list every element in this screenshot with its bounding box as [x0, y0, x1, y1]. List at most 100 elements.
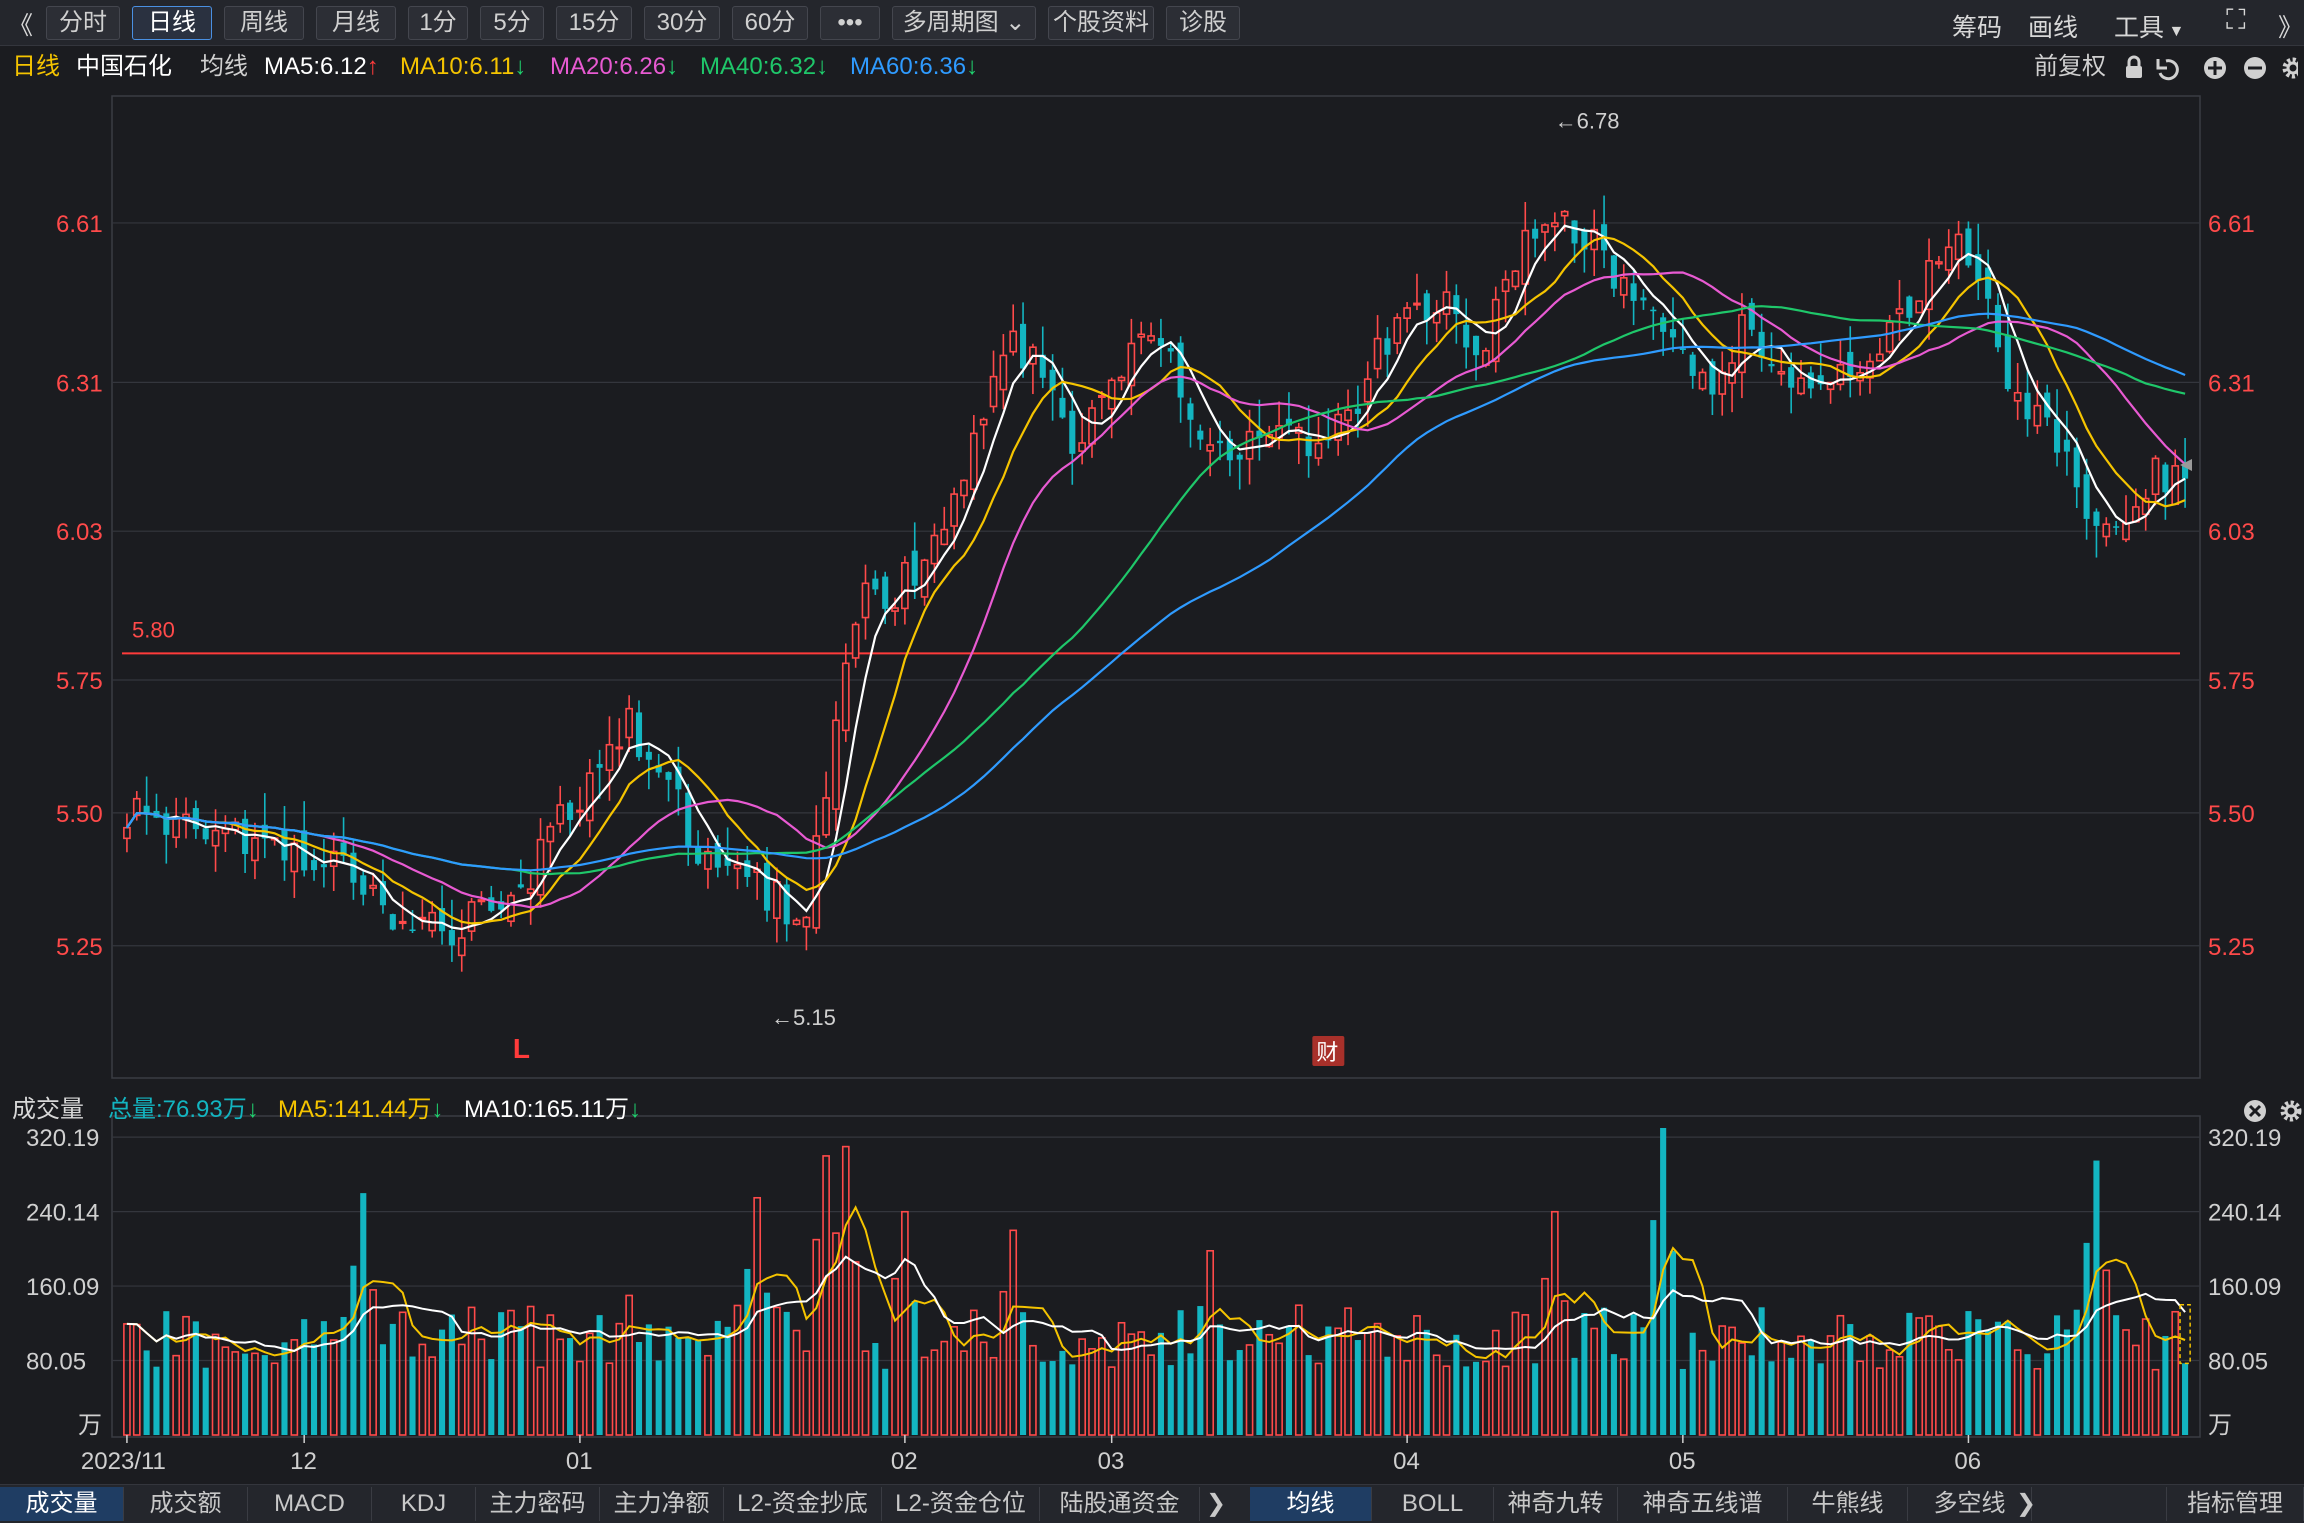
indicator-tab-7[interactable]: L2-资金仓位 — [882, 1487, 1040, 1521]
expand-right-icon[interactable]: 》 — [2278, 14, 2304, 42]
candle-body — [1354, 408, 1361, 414]
tabs-scroll-right-icon[interactable]: ❯ — [1205, 1490, 1227, 1517]
volume-bar-90 — [1009, 1229, 1018, 1436]
volume-bar-14 — [261, 1355, 268, 1435]
candle-86 — [969, 415, 978, 500]
candle-body — [320, 864, 327, 868]
candle-40 — [517, 859, 524, 889]
volume-title[interactable]: 成交量 — [12, 1096, 84, 1123]
candle-body — [2054, 419, 2061, 453]
candle-188 — [1975, 223, 1982, 301]
zoom-out-icon[interactable] — [2244, 57, 2266, 79]
period-button-3[interactable]: 月线 — [316, 6, 396, 40]
volume-bar-113 — [1236, 1350, 1243, 1435]
candle-45 — [567, 800, 574, 837]
volume-ma5-line — [126, 1205, 2186, 1360]
candle-body — [1463, 324, 1470, 348]
overlay-tab-0[interactable]: 均线 — [1250, 1487, 1372, 1521]
period-button-12[interactable]: 诊股 — [1166, 6, 1240, 40]
price-tick-right-3: 5.75 — [2208, 668, 2255, 695]
candle-body — [685, 792, 692, 847]
indicator-tab-6[interactable]: L2-资金抄底 — [724, 1487, 882, 1521]
overlay-tab-4[interactable]: 牛熊线 — [1788, 1487, 1908, 1521]
candle-144 — [1541, 223, 1549, 262]
ma-trend-arrow: ↓ — [514, 53, 527, 80]
indicator-manage-button[interactable]: 指标管理 — [2166, 1487, 2304, 1521]
period-button-11[interactable]: 个股资料 — [1048, 6, 1154, 40]
candle-181 — [1906, 295, 1913, 327]
indicator-tab-8[interactable]: 陆股通资金 — [1040, 1487, 1200, 1521]
indicator-tab-0[interactable]: 成交量 — [0, 1487, 124, 1521]
volume-bar-72 — [832, 1232, 840, 1436]
period-button-8[interactable]: 60分 — [732, 6, 808, 40]
period-button-1[interactable]: 日线 — [132, 6, 212, 40]
ma-value-text: MA5:6.12 — [264, 53, 367, 80]
volume-settings-gear-icon[interactable] — [2280, 1100, 2302, 1122]
candle-body — [526, 888, 535, 894]
candle-145 — [1550, 212, 1559, 252]
volume-legend-bar: 成交量 总量:76.93万↓ MA5:141.44万↓ MA10:165.11万… — [0, 1090, 2304, 1130]
overlay-tab-5[interactable]: 多空线 — [1908, 1487, 2032, 1521]
tools-menu-button[interactable]: 工具 ▼ — [2114, 8, 2184, 44]
volume-bar-26 — [379, 1344, 387, 1435]
period-button-5[interactable]: 5分 — [480, 6, 544, 40]
volume-bar-183 — [1925, 1315, 1933, 1436]
undo-icon[interactable] — [2156, 59, 2179, 81]
candle-118 — [1285, 392, 1292, 435]
period-button-2[interactable]: 周线 — [224, 6, 304, 40]
adjust-mode-button[interactable]: 前复权 — [2034, 53, 2106, 80]
ma-settings-label[interactable]: 均线 — [200, 53, 248, 80]
volume-bar-173 — [1826, 1335, 1835, 1436]
candle-body — [2033, 404, 2042, 427]
volume-bar-54 — [655, 1360, 662, 1435]
volume-bar-182 — [1915, 1317, 1924, 1436]
zoom-in-icon[interactable] — [2204, 57, 2226, 79]
candle-24 — [360, 870, 367, 906]
ma-line-5 — [125, 224, 2186, 931]
candle-body — [695, 847, 702, 864]
overlay-tabs-scroll-icon[interactable]: ❯ — [2015, 1490, 2037, 1517]
period-button-7[interactable]: 30分 — [644, 6, 720, 40]
period-button-6[interactable]: 15分 — [556, 6, 632, 40]
indicator-tab-4[interactable]: 主力密码 — [476, 1487, 600, 1521]
indicator-tab-2[interactable]: MACD — [248, 1487, 372, 1521]
indicator-tab-5[interactable]: 主力净额 — [600, 1487, 724, 1521]
volume-tick-left-1: 240.14 — [26, 1200, 99, 1227]
overlay-tab-1[interactable]: BOLL — [1372, 1487, 1494, 1521]
collapse-left-icon[interactable]: 《 — [8, 12, 34, 40]
candle-body — [1944, 246, 1953, 271]
settings-gear-icon[interactable] — [2282, 57, 2298, 79]
candle-body — [576, 809, 584, 813]
volume-bar-208 — [2171, 1310, 2180, 1436]
draw-line-button[interactable]: 画线 — [2028, 14, 2079, 42]
chip-distribution-button[interactable]: 筹码 — [1952, 14, 2003, 42]
indicator-tab-1[interactable]: 成交额 — [124, 1487, 248, 1521]
candle-5 — [172, 797, 181, 848]
fullscreen-icon[interactable]: ⛶ — [2226, 4, 2246, 35]
volume-ma10-value: MA10:165.11万 — [464, 1096, 629, 1123]
price-tick-left-2: 6.03 — [56, 519, 103, 546]
candle-body — [675, 766, 682, 790]
candle-42 — [536, 818, 545, 908]
close-panel-icon[interactable] — [2244, 1100, 2266, 1122]
candle-body — [1020, 323, 1027, 369]
ma-lines — [125, 224, 2186, 931]
period-button-9[interactable]: ••• — [820, 6, 880, 40]
period-button-10[interactable]: 多周期图 ⌄ — [892, 6, 1036, 40]
candle-body — [477, 899, 486, 903]
candle-body — [1256, 430, 1263, 438]
price-volume-chart[interactable]: 6.61 6.31 6.03 5.75 5.50 5.25 6.61 6.31 6.03 5.7… — [0, 88, 2304, 1483]
period-button-0[interactable]: 分时 — [46, 6, 120, 40]
lock-icon[interactable] — [2126, 55, 2142, 78]
candle-43 — [546, 822, 555, 872]
candle-73 — [841, 643, 850, 742]
period-button-4[interactable]: 1分 — [408, 6, 468, 40]
candle-body — [773, 881, 781, 919]
overlay-tab-2[interactable]: 神奇九转 — [1494, 1487, 1618, 1521]
candle-body — [546, 825, 555, 843]
candle-140 — [1501, 270, 1510, 323]
stock-name[interactable]: 中国石化 — [76, 53, 172, 80]
overlay-tab-3[interactable]: 神奇五线谱 — [1618, 1487, 1788, 1521]
indicator-tab-3[interactable]: KDJ — [372, 1487, 476, 1521]
candle-122 — [1325, 408, 1332, 449]
